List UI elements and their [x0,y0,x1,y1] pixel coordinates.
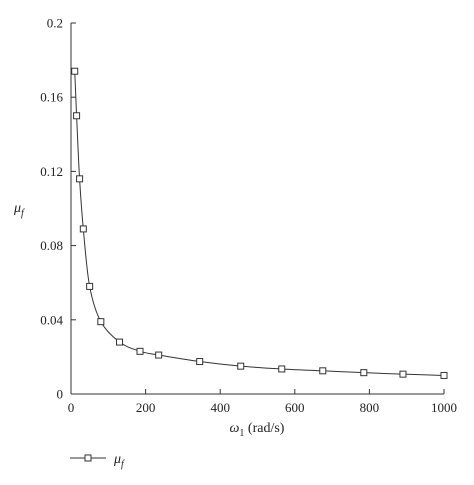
series-line [74,71,445,376]
y-tick-label: 0.08 [40,238,63,253]
axes: 0 0.04 0.08 0.12 0.16 0.2 0 200 400 600 800 1000 [40,16,457,416]
data-point [440,371,448,379]
data-point [71,67,79,75]
data-point [399,370,407,378]
data-point [278,365,286,373]
data-point [155,351,163,359]
data-point [115,338,123,346]
data-point [76,175,84,183]
y-tick-label: 0.2 [47,16,63,31]
y-tick-label: 0 [57,387,64,402]
plot-area [71,67,448,379]
y-tick-label: 0.04 [40,312,63,327]
x-axis-label: ω1 (rad/s) [230,421,285,439]
legend-label-symbol: μ [113,452,121,467]
data-point [136,347,144,355]
data-point [360,369,368,377]
legend-marker [84,454,92,462]
y-tick-label: 0.16 [40,90,63,105]
legend-label: μf [113,452,125,470]
data-point [73,112,81,120]
y-axis-label: μf [13,201,25,219]
x-tick-label: 600 [285,400,305,415]
x-tick-label: 0 [68,400,75,415]
x-tick-label: 1000 [431,400,457,415]
data-point [319,367,327,375]
y-tick-label: 0.12 [40,164,63,179]
data-point [97,318,105,326]
x-axis-label-unit: (rad/s) [244,421,284,436]
x-axis-label-subscript: 1 [239,428,244,439]
legend: μf [70,452,125,470]
y-axis-label-subscript: f [21,208,25,219]
x-tick-label: 400 [210,400,230,415]
y-axis-label-symbol: μ [13,201,21,216]
data-point [237,362,245,370]
axis-labels: ω1 (rad/s) μf [13,201,285,439]
data-point [86,282,94,290]
x-tick-label: 800 [360,400,380,415]
data-point [196,358,204,366]
x-tick-label: 200 [136,400,156,415]
legend-label-subscript: f [121,459,125,470]
x-axis-label-symbol: ω [230,421,240,436]
data-point [79,225,87,233]
